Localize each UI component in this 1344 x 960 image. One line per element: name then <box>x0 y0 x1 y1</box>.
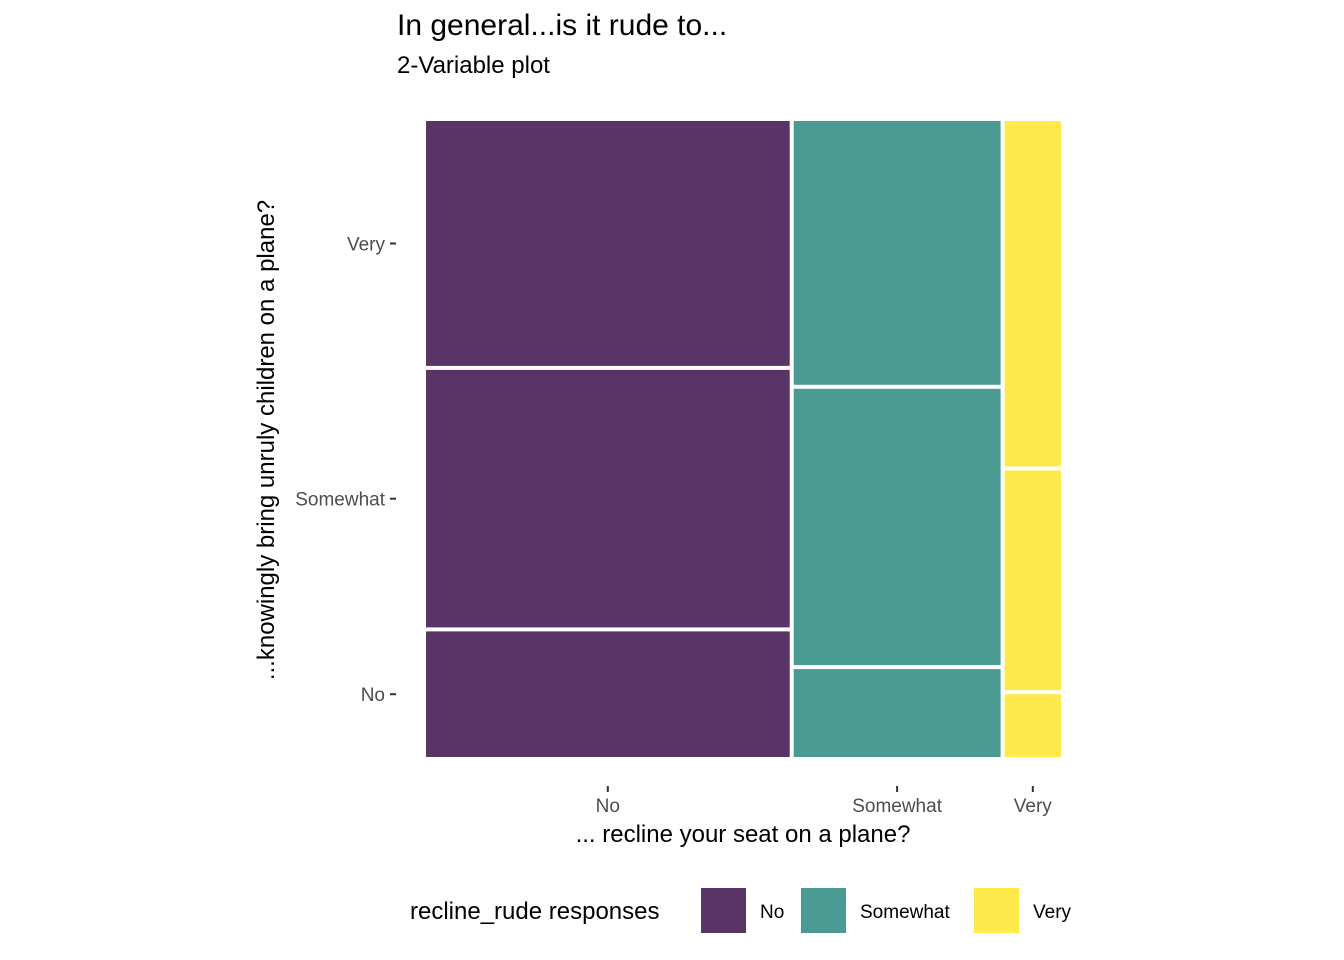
y-tick-label-very: Very <box>347 235 386 256</box>
legend-swatch-very <box>974 888 1019 933</box>
mosaic-tiles <box>426 121 1061 757</box>
legend-label-somewhat: Somewhat <box>860 902 950 923</box>
y-axis-ticks: No Somewhat Very <box>295 235 396 706</box>
tile-somewhat-somewhat <box>793 388 1001 666</box>
legend-label-very: Very <box>1033 902 1072 923</box>
legend-label-no: No <box>760 902 784 923</box>
chart-title: In general...is it rude to... <box>397 9 727 42</box>
legend-swatch-somewhat <box>801 888 846 933</box>
x-axis-ticks: No Somewhat Very <box>596 786 1053 817</box>
x-axis-label: ... recline your seat on a plane? <box>576 821 911 848</box>
tile-no-very <box>426 121 790 366</box>
x-tick-label-somewhat: Somewhat <box>852 796 942 817</box>
y-tick-label-somewhat: Somewhat <box>295 490 385 511</box>
tile-no-somewhat <box>426 369 790 628</box>
tile-very-somewhat <box>1004 470 1061 691</box>
legend-swatch-no <box>701 888 746 933</box>
tile-no-no <box>426 631 790 757</box>
y-tick-label-no: No <box>361 685 385 706</box>
tile-very-very <box>1004 121 1061 467</box>
x-tick-label-very: Very <box>1014 796 1053 817</box>
legend: recline_rude responses No Somewhat Very <box>410 888 1072 933</box>
legend-items: No Somewhat Very <box>701 888 1072 933</box>
tile-somewhat-no <box>793 669 1001 757</box>
tile-very-no <box>1004 694 1061 757</box>
tile-somewhat-very <box>793 121 1001 385</box>
x-tick-label-no: No <box>596 796 620 817</box>
y-axis-label: ...knowingly bring unruly children on a … <box>253 200 280 680</box>
legend-title: recline_rude responses <box>410 898 659 925</box>
chart-subtitle: 2-Variable plot <box>397 52 550 79</box>
